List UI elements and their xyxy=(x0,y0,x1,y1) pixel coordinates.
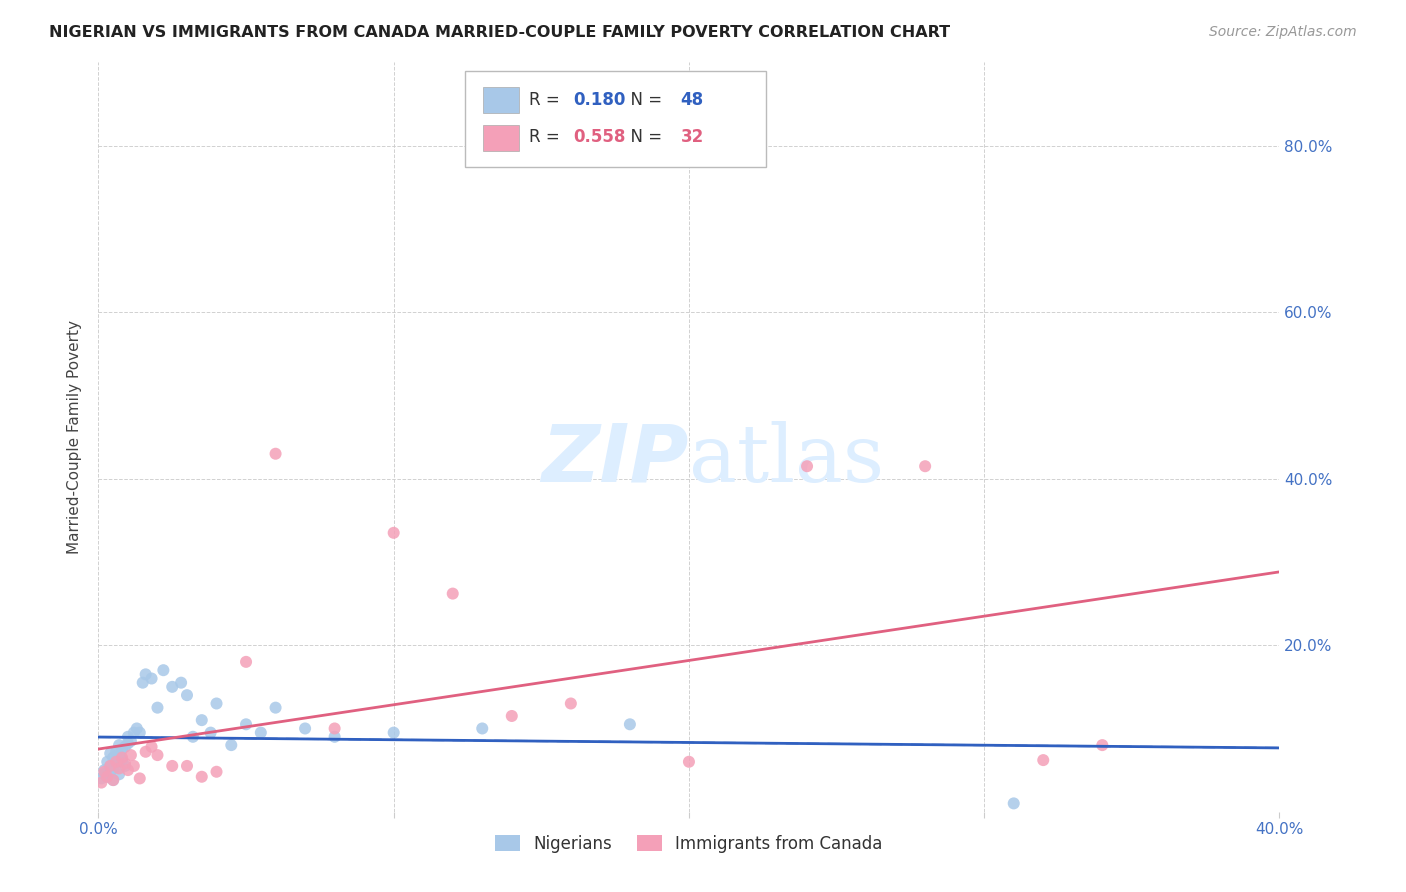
Point xyxy=(90,775,112,789)
Point xyxy=(141,672,163,686)
Point xyxy=(176,759,198,773)
Point xyxy=(111,750,134,764)
FancyBboxPatch shape xyxy=(484,125,519,151)
Text: 0.558: 0.558 xyxy=(574,128,626,146)
Text: N =: N = xyxy=(620,91,668,109)
Text: 0.180: 0.180 xyxy=(574,91,626,109)
Point xyxy=(501,709,523,723)
Point xyxy=(111,753,134,767)
Y-axis label: Married-Couple Family Poverty: Married-Couple Family Poverty xyxy=(67,320,83,554)
Point xyxy=(135,667,157,681)
Point xyxy=(221,738,243,752)
Point xyxy=(98,764,121,779)
Point xyxy=(103,773,125,788)
Point xyxy=(132,675,155,690)
Point xyxy=(796,459,818,474)
Point xyxy=(120,748,142,763)
Point xyxy=(205,764,228,779)
Point xyxy=(108,761,131,775)
Point xyxy=(103,761,125,775)
Point xyxy=(235,655,257,669)
Point xyxy=(103,773,125,788)
Point xyxy=(250,725,273,739)
Point xyxy=(122,725,145,739)
Point xyxy=(191,713,214,727)
Text: Source: ZipAtlas.com: Source: ZipAtlas.com xyxy=(1209,25,1357,39)
Point xyxy=(117,730,139,744)
Point xyxy=(146,748,169,763)
Point xyxy=(382,525,405,540)
Point xyxy=(1091,738,1114,752)
Point xyxy=(117,763,139,777)
Point xyxy=(105,755,128,769)
Point xyxy=(93,763,115,777)
Point xyxy=(108,767,131,781)
Point xyxy=(117,736,139,750)
Point xyxy=(323,730,346,744)
Text: atlas: atlas xyxy=(689,420,884,499)
Point xyxy=(111,742,134,756)
Point xyxy=(294,722,316,736)
Point xyxy=(141,739,163,754)
Point xyxy=(1032,753,1054,767)
Point xyxy=(914,459,936,474)
Point xyxy=(560,697,582,711)
Point xyxy=(108,748,131,763)
Point xyxy=(135,745,157,759)
Point xyxy=(93,764,115,779)
Point xyxy=(103,750,125,764)
Text: NIGERIAN VS IMMIGRANTS FROM CANADA MARRIED-COUPLE FAMILY POVERTY CORRELATION CHA: NIGERIAN VS IMMIGRANTS FROM CANADA MARRI… xyxy=(49,25,950,40)
Point xyxy=(181,730,204,744)
FancyBboxPatch shape xyxy=(484,87,519,113)
Point xyxy=(105,745,128,759)
Point xyxy=(96,770,118,784)
Point xyxy=(1002,797,1025,811)
Point xyxy=(678,755,700,769)
Point xyxy=(90,772,112,786)
Point xyxy=(205,697,228,711)
Legend: Nigerians, Immigrants from Canada: Nigerians, Immigrants from Canada xyxy=(488,829,890,860)
Point xyxy=(98,759,121,773)
Point xyxy=(441,586,464,600)
Text: R =: R = xyxy=(530,128,565,146)
Point xyxy=(176,688,198,702)
Point xyxy=(96,770,118,784)
Point xyxy=(125,722,148,736)
Point xyxy=(235,717,257,731)
Text: 32: 32 xyxy=(681,128,704,146)
Point xyxy=(120,734,142,748)
FancyBboxPatch shape xyxy=(464,71,766,168)
Text: R =: R = xyxy=(530,91,565,109)
Point xyxy=(108,738,131,752)
Point xyxy=(128,725,150,739)
Point xyxy=(114,759,136,773)
Point xyxy=(323,722,346,736)
Point xyxy=(96,755,118,769)
Point xyxy=(105,756,128,771)
Point xyxy=(382,725,405,739)
Point xyxy=(264,447,287,461)
Text: 48: 48 xyxy=(681,91,704,109)
Point xyxy=(170,675,193,690)
Point xyxy=(122,759,145,773)
Text: ZIP: ZIP xyxy=(541,420,689,499)
Text: N =: N = xyxy=(620,128,668,146)
Point xyxy=(128,772,150,786)
Point xyxy=(191,770,214,784)
Point xyxy=(619,717,641,731)
Point xyxy=(162,759,183,773)
Point xyxy=(264,700,287,714)
Point xyxy=(114,739,136,754)
Point xyxy=(93,767,115,781)
Point xyxy=(200,725,222,739)
Point xyxy=(98,759,121,773)
Point xyxy=(471,722,494,736)
Point xyxy=(152,663,174,677)
Point xyxy=(162,680,183,694)
Point xyxy=(114,756,136,771)
Point xyxy=(98,747,121,761)
Point xyxy=(146,700,169,714)
